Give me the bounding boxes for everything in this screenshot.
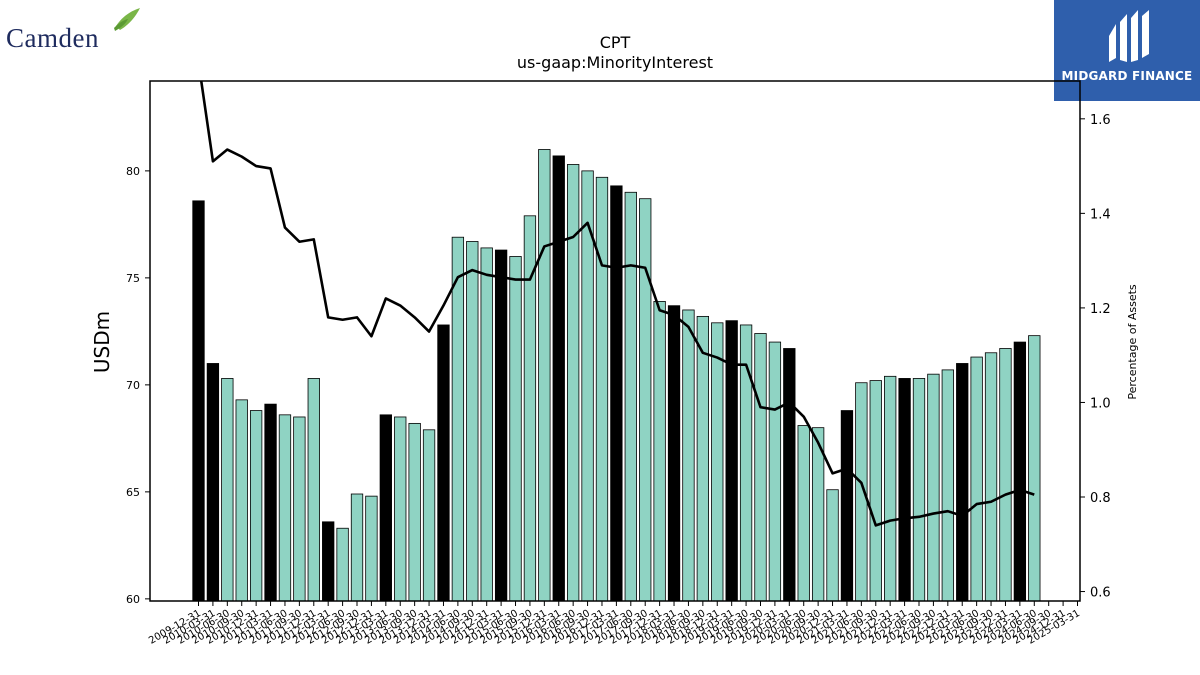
- y2-tick-label: 0.8: [1090, 491, 1111, 506]
- bar: [249, 410, 263, 602]
- bar: [984, 352, 998, 602]
- bar: [235, 399, 248, 602]
- y-tick-label: 80: [126, 165, 140, 178]
- plot-frame: [149, 80, 1081, 602]
- bar: [523, 215, 537, 602]
- bar: [322, 521, 335, 602]
- bar: [192, 200, 205, 602]
- bar: [379, 414, 392, 602]
- bar: [278, 414, 292, 602]
- bar: [797, 425, 810, 602]
- bar: [293, 416, 306, 602]
- bar: [206, 363, 220, 602]
- y-tick-label: 60: [126, 593, 140, 606]
- y2-tick-label: 0.6: [1090, 586, 1111, 601]
- chart-subtitle: us-gaap:MinorityInterest: [517, 53, 713, 72]
- midgard-logo-text: MIDGARD FINANCE: [1061, 69, 1193, 83]
- bar: [480, 247, 493, 602]
- bar: [927, 373, 940, 602]
- bar: [509, 256, 522, 602]
- y-axis-label: USDm: [90, 311, 114, 373]
- bar: [696, 315, 709, 602]
- bar: [826, 489, 839, 602]
- bar: [394, 416, 407, 602]
- midgard-icon: [1109, 10, 1149, 62]
- bar: [437, 324, 450, 602]
- y-tick-label: 70: [126, 379, 140, 392]
- bar: [999, 348, 1012, 602]
- bar: [466, 241, 479, 602]
- camden-logo-text: Camden: [6, 23, 99, 52]
- bar: [912, 378, 926, 602]
- x-ticks: 2009-12-312010-03-312010-06-302010-09-30…: [147, 601, 1082, 647]
- bar: [869, 380, 882, 602]
- bar: [941, 369, 954, 602]
- chart-title: CPT: [600, 33, 631, 52]
- bar: [639, 198, 652, 602]
- bar: [1028, 335, 1041, 602]
- pct-line-series: [199, 81, 1035, 527]
- bar: [783, 348, 796, 602]
- y2-tick-label: 1.4: [1090, 207, 1111, 222]
- bar: [1013, 341, 1027, 602]
- bar: [307, 378, 320, 602]
- bar: [884, 375, 897, 602]
- y2-ticks: 0.6 0.8 1.0 1.2 1.4 1.6: [1080, 113, 1111, 601]
- y2-tick-label: 1.2: [1090, 302, 1111, 317]
- bar: [350, 493, 364, 602]
- bar: [970, 356, 983, 602]
- bar: [682, 309, 695, 602]
- bar: [768, 341, 782, 602]
- bar: [567, 164, 580, 602]
- bar: [840, 410, 854, 602]
- bar-series: [192, 149, 1041, 602]
- pct-line: [199, 81, 1035, 527]
- bar: [667, 305, 681, 602]
- bar: [365, 495, 378, 602]
- bar: [552, 155, 565, 602]
- bar: [221, 378, 234, 602]
- bar: [624, 191, 637, 602]
- camden-logo: Camden: [6, 6, 146, 53]
- bar: [422, 429, 436, 602]
- midgard-finance-logo: MIDGARD FINANCE: [1054, 0, 1200, 101]
- y2-tick-label: 1.6: [1090, 113, 1111, 128]
- bar: [610, 185, 623, 602]
- bar: [451, 236, 465, 602]
- y-tick-label: 75: [126, 272, 140, 285]
- bar: [956, 363, 969, 602]
- y-tick-label: 65: [126, 486, 140, 499]
- y-ticks: 60 65 70 75 80: [126, 165, 150, 606]
- bar: [754, 333, 767, 602]
- leaf-icon: [114, 8, 140, 31]
- bar: [653, 301, 666, 602]
- y2-tick-label: 1.0: [1090, 396, 1111, 411]
- bar: [898, 378, 911, 602]
- axes: [149, 80, 1081, 602]
- bar: [264, 403, 277, 602]
- bar: [711, 322, 724, 602]
- bar: [595, 176, 609, 602]
- bar: [494, 249, 508, 602]
- y2-axis-label: Percentage of Assets: [1126, 284, 1139, 400]
- bar: [538, 149, 551, 602]
- bar: [336, 527, 349, 602]
- bar: [408, 422, 421, 602]
